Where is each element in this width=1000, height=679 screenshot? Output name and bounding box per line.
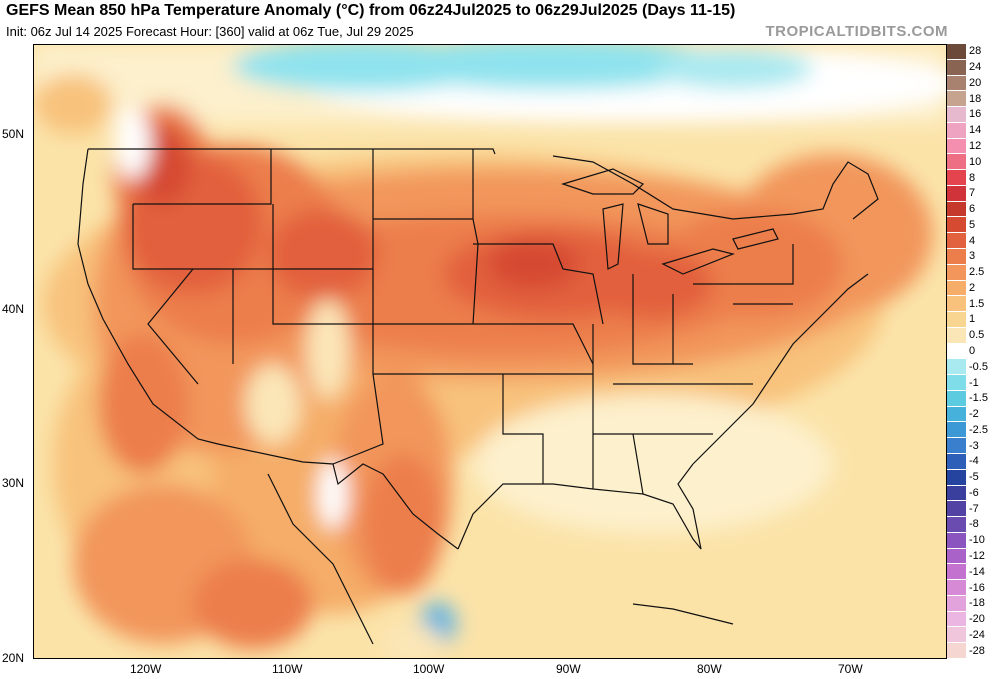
colorbar-label: 0.5 (969, 329, 985, 342)
colorbar-label: 3 (969, 250, 976, 263)
colorbar-label: -5 (969, 471, 979, 484)
colorbar-label: -12 (969, 550, 985, 562)
map-frame (33, 44, 947, 659)
colorbar-swatch (947, 327, 966, 344)
colorbar-label: 4 (969, 234, 976, 247)
colorbar-label: -8 (969, 518, 979, 531)
lat-label-30n: 30N (2, 476, 25, 490)
colorbar-swatch (947, 91, 966, 108)
watermark: TROPICALTIDBITS.COM (765, 23, 948, 40)
anomaly-map (33, 44, 947, 659)
colorbar-label: -2 (969, 408, 979, 421)
lon-label-110w: 110W (272, 662, 303, 676)
colorbar-label: 12 (969, 140, 982, 152)
colorbar-swatch (947, 312, 966, 328)
colorbar-swatch (947, 170, 966, 186)
colorbar-swatch (947, 359, 966, 376)
colorbar-swatch (947, 469, 966, 486)
colorbar-swatch (947, 390, 966, 407)
colorbar-swatch (947, 44, 966, 60)
colorbar-label: -24 (969, 628, 985, 641)
colorbar-swatch (947, 422, 966, 439)
lon-label-90w: 90W (556, 662, 581, 676)
colorbar-swatch (947, 217, 966, 234)
colorbar-label: 1.5 (969, 297, 985, 310)
colorbar-label: 20 (969, 76, 982, 89)
colorbar-label: -3 (969, 439, 979, 452)
colorbar: 28 24 20 18 16 14 12 10 8 7 6 5 4 3 2.5 2 1.5 1 0.5 0 -0.5 -1… (947, 44, 1000, 659)
colorbar-swatch (947, 454, 966, 470)
colorbar-label: -16 (969, 581, 985, 594)
colorbar-label: 7 (969, 187, 976, 200)
colorbar-label: -1 (969, 376, 979, 389)
state-borders (77, 148, 879, 645)
colorbar-label: 24 (969, 61, 982, 74)
colorbar-label: -18 (969, 597, 985, 610)
colorbar-swatch (947, 611, 966, 628)
colorbar-label: -0.5 (969, 360, 988, 373)
colorbar-label: 16 (969, 108, 982, 121)
colorbar-label: 2 (969, 281, 976, 294)
colorbar-swatch (947, 154, 966, 171)
colorbar-swatch (947, 264, 966, 281)
colorbar-label: -10 (969, 534, 985, 547)
colorbar-swatch (947, 517, 966, 533)
colorbar-swatch (947, 485, 966, 502)
lat-label-40n: 40N (2, 302, 25, 316)
colorbar-label: 1 (969, 313, 976, 326)
colorbar-swatch (947, 249, 966, 265)
colorbar-label: 14 (969, 124, 982, 137)
colorbar-swatch (947, 595, 966, 612)
colorbar-label: 28 (969, 45, 982, 58)
colorbar-swatch (947, 564, 966, 581)
lon-label-70w: 70W (838, 662, 863, 676)
colorbar-label: 18 (969, 92, 982, 105)
colorbar-swatch (947, 107, 966, 123)
colorbar-swatch (947, 627, 966, 644)
colorbar-swatch (947, 122, 966, 139)
colorbar-swatch (947, 343, 966, 360)
colorbar-swatch (947, 75, 966, 92)
colorbar-swatch (947, 59, 966, 76)
colorbar-label: 10 (969, 155, 982, 168)
colorbar-label: 2.5 (969, 266, 985, 279)
colorbar-label: -2.5 (969, 423, 988, 436)
colorbar-label: 6 (969, 203, 976, 216)
colorbar-label: -4 (969, 455, 979, 468)
colorbar-label: 8 (969, 171, 976, 184)
colorbar-swatch (947, 233, 966, 249)
colorbar-swatch (947, 280, 966, 297)
colorbar-swatch (947, 185, 966, 202)
colorbar-swatch (947, 643, 966, 659)
colorbar-swatch (947, 138, 966, 155)
colorbar-swatch (947, 438, 966, 454)
lon-label-120w: 120W (130, 662, 162, 676)
lon-label-80w: 80W (697, 662, 722, 676)
lat-label-50n: 50N (2, 127, 25, 141)
colorbar-label: -6 (969, 486, 979, 499)
colorbar-label: -14 (969, 565, 985, 578)
lat-label-20n: 20N (2, 651, 25, 665)
colorbar-swatch (947, 296, 966, 313)
colorbar-label: -20 (969, 613, 985, 626)
map-subtitle: Init: 06z Jul 14 2025 Forecast Hour: [36… (6, 24, 414, 39)
colorbar-swatch (947, 375, 966, 391)
colorbar-label: -1.5 (969, 392, 988, 405)
colorbar-swatch (947, 406, 966, 423)
colorbar-label: -28 (969, 644, 985, 657)
lon-label-100w: 100W (413, 662, 445, 676)
colorbar-swatch (947, 201, 966, 218)
colorbar-swatch (947, 532, 966, 549)
colorbar-swatch (947, 580, 966, 596)
map-title: GEFS Mean 850 hPa Temperature Anomaly (°… (6, 2, 736, 19)
colorbar-label: -7 (969, 502, 979, 515)
colorbar-label: 5 (969, 218, 976, 231)
colorbar-swatch (947, 501, 966, 518)
colorbar-label: 0 (969, 345, 976, 357)
colorbar-swatch (947, 548, 966, 565)
map-svg (33, 44, 947, 659)
